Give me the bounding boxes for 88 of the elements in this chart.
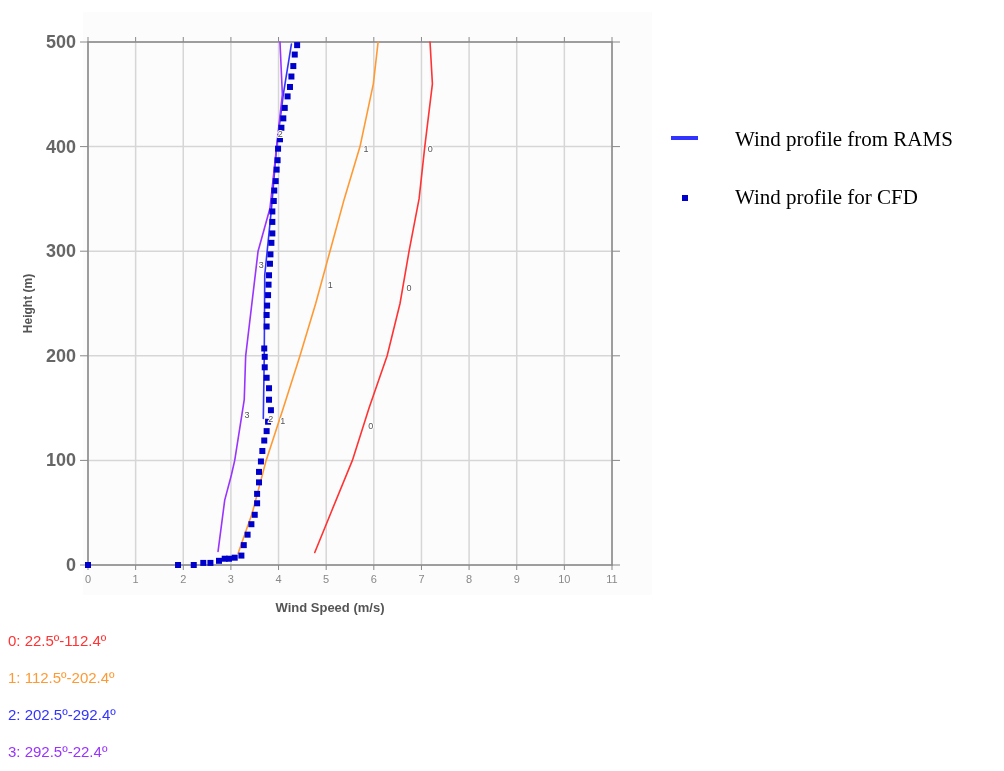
point: [216, 557, 222, 564]
x-axis-title: Wind Speed (m/s): [275, 600, 385, 615]
point: [263, 312, 270, 319]
text: 3: 292.5º-22.4º: [8, 743, 108, 760]
point: [263, 428, 270, 435]
point: [266, 272, 273, 279]
point: [269, 230, 276, 237]
point: [291, 51, 298, 58]
y-tick-label: 500: [45, 32, 76, 52]
point: [256, 479, 263, 486]
x-tick-label: 0: [84, 573, 92, 585]
annotation: 1: [280, 415, 286, 426]
y-tick-label: 400: [45, 136, 76, 157]
point: [266, 396, 273, 403]
point: [275, 145, 282, 152]
point: [261, 345, 268, 352]
annotation: 0: [406, 282, 412, 293]
point: [286, 83, 293, 90]
point: [266, 260, 273, 267]
annotation: 3: [258, 259, 264, 270]
point: [244, 531, 251, 538]
point: [231, 554, 238, 561]
x-tick-label: 7: [418, 573, 425, 585]
y-tick-label: 100: [45, 450, 76, 471]
point: [261, 353, 268, 360]
text: 1: 112.5º-202.4º: [8, 669, 116, 686]
x-tick-label: 10: [558, 573, 571, 585]
point: [281, 104, 288, 111]
point: [272, 178, 279, 185]
legend-label: Wind profile from RAMS: [735, 127, 953, 151]
point: [264, 302, 271, 309]
x-tick-label: 8: [466, 573, 473, 585]
point: [190, 562, 197, 568]
point: [273, 166, 280, 173]
point: [263, 374, 270, 381]
point: [200, 559, 207, 566]
x-tick-label: 9: [513, 573, 520, 585]
point: [248, 521, 255, 528]
point: [270, 197, 277, 204]
point: [238, 552, 245, 559]
y-tick-label: 200: [45, 345, 76, 366]
point: [288, 73, 295, 80]
point: [254, 500, 261, 507]
point: [284, 93, 291, 100]
annotation: 2: [277, 129, 283, 140]
point: [259, 447, 266, 454]
x-tick-label: 5: [323, 573, 330, 585]
point: [175, 562, 182, 568]
point: [267, 407, 274, 414]
annotation: 0: [427, 143, 433, 154]
point: [240, 542, 247, 549]
point: [267, 251, 274, 258]
point: [251, 511, 258, 518]
legend-label: Wind profile for CFD: [735, 185, 918, 209]
annotation: 1: [363, 143, 369, 154]
point: [263, 323, 270, 330]
point: [265, 281, 272, 288]
annotation: 2: [268, 413, 274, 424]
point: [274, 157, 281, 164]
x-tick-label: 3: [227, 573, 234, 585]
point: [266, 385, 273, 392]
line-series: [313, 41, 434, 554]
point: [268, 239, 275, 246]
annotation: 1: [327, 279, 333, 290]
point: [290, 63, 297, 70]
point: [207, 559, 214, 566]
point: [269, 218, 276, 225]
point: [254, 490, 261, 497]
x-tick-label: 1: [132, 573, 139, 585]
point: [265, 292, 272, 299]
text: 2: 202.5º-292.4º: [8, 706, 117, 723]
point: [280, 115, 287, 122]
point: [257, 458, 264, 465]
point: [261, 437, 268, 444]
annotation: 0: [368, 420, 374, 431]
y-axis-title: Height (m): [21, 273, 35, 334]
point: [269, 208, 276, 215]
annotation: 3: [244, 410, 250, 421]
x-tick-label: 6: [370, 573, 377, 585]
point: [256, 468, 263, 475]
y-tick-label: 300: [45, 241, 76, 262]
point: [294, 42, 301, 49]
x-tick-label: 11: [606, 573, 618, 585]
x-tick-label: 2: [180, 573, 187, 585]
point: [271, 187, 278, 194]
x-tick-label: 4: [275, 573, 282, 585]
text: 0: 22.5º-112.4º: [8, 632, 107, 649]
point: [261, 364, 268, 371]
